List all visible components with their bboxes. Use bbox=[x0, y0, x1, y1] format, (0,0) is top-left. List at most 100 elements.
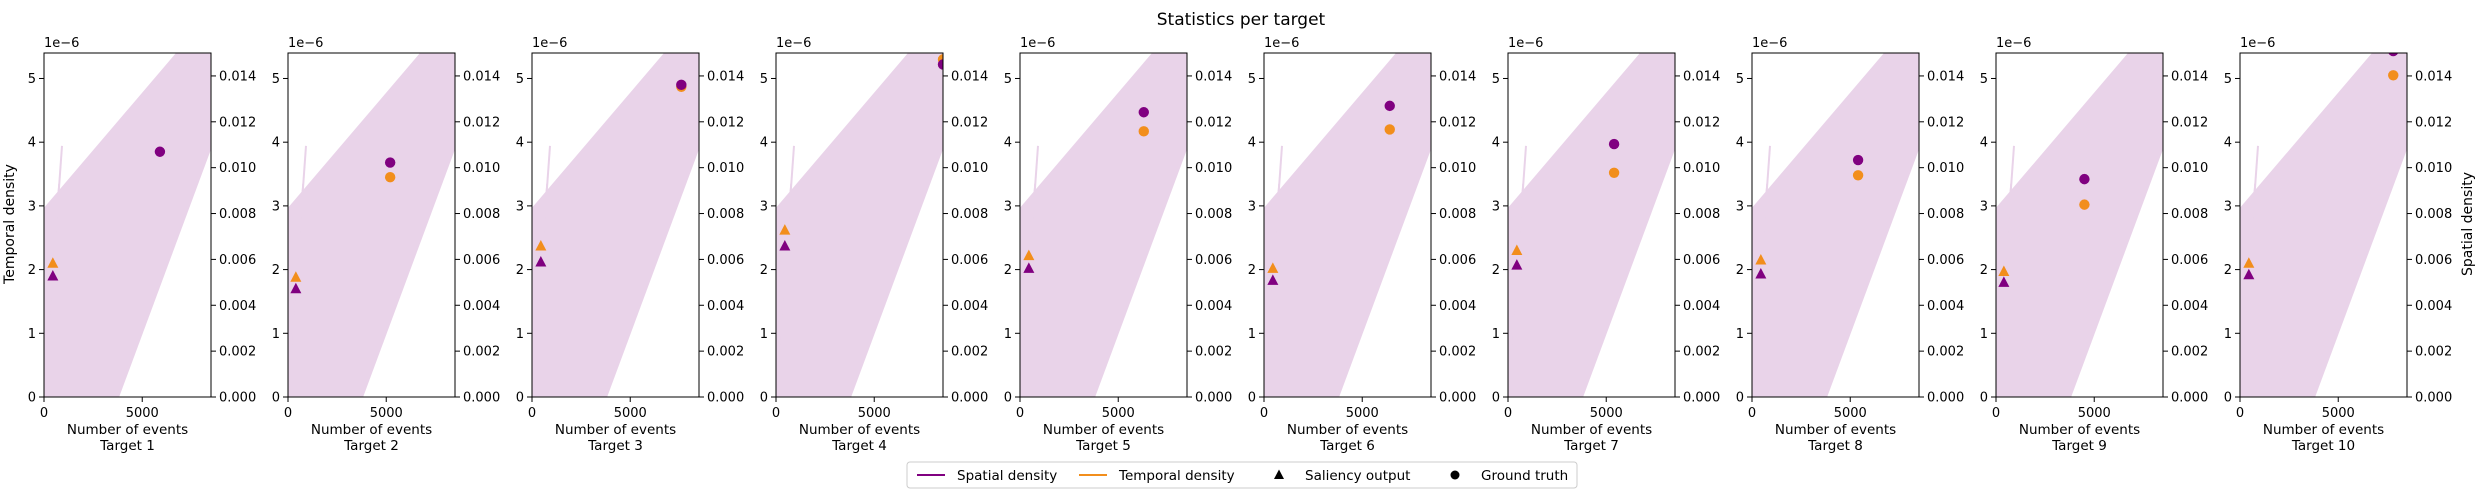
right-tick-label: 0.008 bbox=[1683, 207, 1720, 222]
confidence-band bbox=[288, 53, 455, 397]
saliency-spatial-marker bbox=[1755, 268, 1767, 279]
right-tick-label: 0.004 bbox=[1927, 299, 1964, 314]
right-tick-label: 0.004 bbox=[707, 299, 744, 314]
ground-truth-temporal-marker bbox=[1608, 167, 1620, 178]
right-tick-label: 0.012 bbox=[1683, 115, 1720, 130]
left-tick-label: 5 bbox=[2224, 72, 2232, 87]
right-tick-label: 0.008 bbox=[1439, 207, 1476, 222]
x-tick-label: 0 bbox=[1992, 406, 2000, 421]
plot-area bbox=[1508, 53, 1675, 397]
plot-area bbox=[2240, 53, 2407, 397]
x-tick-label: 0 bbox=[1016, 406, 1024, 421]
left-tick-label: 0 bbox=[1980, 391, 1988, 406]
x-tick-label: 5000 bbox=[126, 406, 159, 421]
right-tick-label: 0.012 bbox=[463, 115, 500, 130]
left-tick-label: 3 bbox=[1248, 199, 1256, 214]
right-tick-label: 0.014 bbox=[463, 69, 500, 84]
right-tick-label: 0.002 bbox=[463, 345, 500, 360]
right-tick-label: 0.006 bbox=[219, 253, 256, 268]
x-tick-label: 5000 bbox=[1346, 406, 1379, 421]
right-tick-label: 0.004 bbox=[2415, 299, 2452, 314]
left-tick-label: 0 bbox=[1736, 391, 1744, 406]
saliency-spatial-marker bbox=[535, 255, 547, 267]
saliency-spatial-marker bbox=[1511, 259, 1523, 270]
ground-truth-spatial-marker bbox=[154, 146, 166, 157]
left-tick-label: 0 bbox=[1248, 391, 1256, 406]
right-tick-label: 0.008 bbox=[1195, 207, 1232, 222]
saliency-temporal-marker bbox=[1998, 265, 2010, 277]
x-axis-label: Number of events bbox=[1531, 422, 1652, 438]
panel-6: 0 1 2 3 4 5 0.000 0.002 0.004 0.006 0.008 0.010 0.01… bbox=[1248, 36, 1477, 454]
right-tick-label: 0.014 bbox=[951, 69, 988, 84]
right-tick-label: 0.014 bbox=[707, 69, 744, 84]
saliency-temporal-marker bbox=[779, 224, 791, 235]
confidence-band bbox=[532, 53, 699, 397]
offset-text: 1e−6 bbox=[532, 36, 567, 51]
left-tick-label: 2 bbox=[272, 263, 280, 278]
x-tick-label: 0 bbox=[528, 406, 536, 421]
axes-frame bbox=[43, 52, 212, 398]
x-tick-label: 5000 bbox=[1590, 406, 1623, 421]
right-tick-label: 0.004 bbox=[1683, 299, 1720, 314]
legend-item: Ground truth bbox=[1450, 468, 1568, 484]
left-tick-label: 3 bbox=[1004, 199, 1012, 214]
x-axis-label: Number of events bbox=[67, 422, 188, 438]
left-tick-label: 3 bbox=[1980, 199, 1988, 214]
left-tick-label: 1 bbox=[1492, 327, 1500, 342]
ground-truth-spatial-marker bbox=[1384, 100, 1395, 112]
x-axis-label: Number of events bbox=[2019, 422, 2140, 438]
right-tick-label: 0.004 bbox=[951, 299, 988, 314]
right-tick-label: 0.000 bbox=[219, 391, 256, 406]
left-tick-label: 1 bbox=[28, 327, 36, 342]
panel-name: Target 5 bbox=[1075, 438, 1131, 454]
panel-name: Target 6 bbox=[1319, 438, 1375, 454]
confidence-band bbox=[1264, 53, 1431, 397]
right-tick-label: 0.000 bbox=[1927, 391, 1964, 406]
panel-name: Target 3 bbox=[587, 438, 643, 454]
right-tick-label: 0.014 bbox=[2415, 69, 2452, 84]
legend-label: Saliency output bbox=[1305, 468, 1410, 484]
left-tick-label: 2 bbox=[1248, 263, 1256, 278]
plot-area bbox=[1752, 53, 1919, 397]
left-tick-label: 2 bbox=[28, 263, 36, 278]
ground-truth-temporal-marker bbox=[1852, 170, 1864, 181]
x-tick-label: 0 bbox=[772, 406, 780, 421]
offset-text: 1e−6 bbox=[1264, 36, 1299, 51]
x-tick-label: 0 bbox=[1748, 406, 1756, 421]
axes-frame bbox=[1507, 52, 1676, 398]
right-tick-label: 0.008 bbox=[2171, 207, 2208, 222]
saliency-spatial-marker bbox=[1267, 274, 1279, 285]
right-tick-label: 0.004 bbox=[1195, 299, 1232, 314]
right-tick-label: 0.014 bbox=[2171, 69, 2208, 84]
left-tick-label: 5 bbox=[1980, 72, 1988, 87]
right-tick-label: 0.006 bbox=[1927, 253, 1964, 268]
offset-text: 1e−6 bbox=[1508, 36, 1543, 51]
right-tick-label: 0.008 bbox=[1927, 207, 1964, 222]
plot-area bbox=[776, 53, 943, 397]
right-tick-label: 0.000 bbox=[2171, 391, 2208, 406]
saliency-temporal-marker bbox=[1511, 244, 1523, 255]
offset-text: 1e−6 bbox=[2240, 36, 2275, 51]
left-tick-label: 4 bbox=[1492, 136, 1500, 151]
ground-truth-spatial-marker bbox=[2079, 173, 2090, 185]
left-tick-label: 0 bbox=[28, 391, 36, 406]
saliency-spatial-marker bbox=[1023, 262, 1035, 273]
right-tick-label: 0.010 bbox=[1683, 161, 1720, 176]
left-tick-label: 5 bbox=[516, 72, 524, 87]
ground-truth-temporal-marker bbox=[1384, 124, 1395, 135]
confidence-band bbox=[44, 53, 211, 397]
left-tick-label: 0 bbox=[272, 391, 280, 406]
right-tick-label: 0.000 bbox=[951, 391, 988, 406]
confidence-band bbox=[1508, 53, 1675, 397]
left-tick-label: 3 bbox=[1492, 199, 1500, 214]
ground-truth-temporal-marker bbox=[2079, 199, 2090, 210]
right-tick-label: 0.010 bbox=[951, 161, 988, 176]
right-tick-label: 0.012 bbox=[1439, 115, 1476, 130]
offset-text: 1e−6 bbox=[1020, 36, 1055, 51]
x-axis-label: Number of events bbox=[2263, 422, 2384, 438]
legend-triangle-swatch bbox=[1274, 469, 1284, 479]
panel-name: Target 9 bbox=[2051, 438, 2107, 454]
axes-frame bbox=[287, 52, 456, 398]
saliency-temporal-marker bbox=[2243, 257, 2255, 268]
legend-item: Temporal density bbox=[1079, 468, 1235, 484]
